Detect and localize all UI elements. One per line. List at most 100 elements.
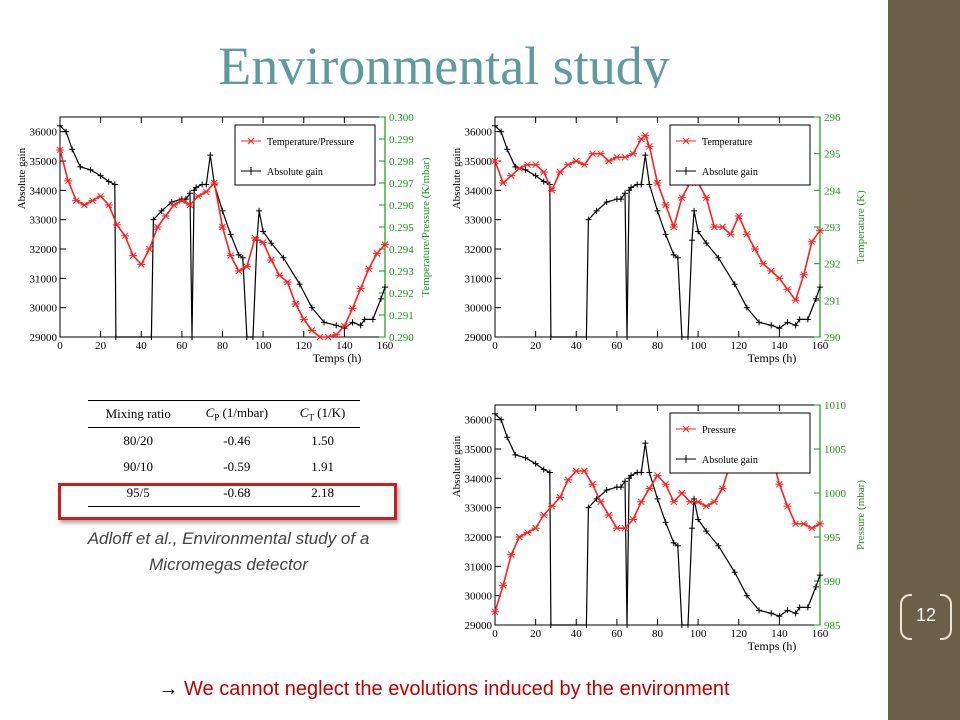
legend-box [234,124,376,186]
data-point-star [324,333,333,341]
legend-star [682,137,690,145]
data-point-cross [361,316,368,323]
data-point-star [491,157,499,165]
data-point-cross [768,322,775,329]
data-point-cross [532,460,539,467]
data-point-cross [776,613,783,620]
data-point-cross [193,184,200,191]
data-point-cross [321,319,328,326]
data-point-cross [504,146,511,153]
data-point-star [531,524,540,532]
data-point-star [612,524,621,532]
arrow-icon: → [158,678,179,700]
y-tick-label: 32000 [465,532,493,544]
data-point-cross [731,281,738,288]
data-point-cross [540,178,547,185]
data-point-star [275,272,284,279]
data-point-cross [227,231,234,238]
highlight-box [58,483,397,520]
data-point-star [742,230,751,238]
data-point-cross [678,622,685,628]
y2-tick-label: 985 [824,620,841,632]
x-tick-label: 20 [530,628,542,640]
data-point-cross [796,316,803,323]
data-point-star [507,551,516,558]
y2-tick-label: 0.297 [389,178,414,190]
data-point-star [807,238,816,246]
data-point-cross [256,207,263,214]
data-point-cross [111,181,118,188]
data-point-cross [731,569,738,576]
data-point-cross [784,607,791,614]
y2-tick-label: 0.294 [389,244,414,256]
data-point-star [372,250,381,257]
citation-caption: Adloff et al., Environmental study of a … [56,526,401,578]
data-point-cross [756,607,763,614]
data-point-star [702,194,711,202]
data-point-star [307,327,316,334]
data-point-star [799,271,808,279]
x-tick-label: 120 [731,628,748,640]
y2-tick-label: 0.293 [389,266,414,278]
data-point-star [807,524,816,532]
data-point-cross [585,504,592,511]
data-point-cross [585,216,592,223]
data-point-star [775,274,784,282]
table-header: CT (1/K) [285,400,360,428]
data-point-star [72,197,81,204]
legend-label: Absolute gain [267,167,323,178]
y-tick-label: 32000 [465,244,493,256]
data-point-cross [583,622,590,628]
y-tick-label: 33000 [30,215,58,227]
data-point-star [88,197,97,204]
data-point-cross [333,322,340,329]
data-point-star [653,179,662,187]
data-point-cross [691,207,698,214]
data-point-star [177,197,186,204]
y-axis-label: Absolute gain [451,435,463,497]
x-axis-label: Temps (h) [313,351,362,365]
y-tick-label: 32000 [30,244,58,256]
x-tick-label: 100 [690,340,707,352]
x-tick-label: 60 [611,628,623,640]
data-point-star [299,316,308,323]
y2-tick-label: 0.290 [389,332,414,344]
data-point-cross [547,334,554,340]
data-point-star [694,498,703,506]
y2-tick-label: 995 [824,532,841,544]
y-tick-label: 34000 [465,473,493,485]
data-point-cross [492,410,498,417]
data-point-star [242,263,251,270]
data-point-cross [239,254,246,261]
data-point-cross [583,334,590,340]
data-point-cross [662,519,669,526]
data-point-star [161,212,170,220]
x-tick-label: 0 [492,340,498,352]
data-point-cross [87,166,94,173]
data-point-star [686,498,694,506]
data-point-cross [756,319,763,326]
y2-axis-label: Temperature (K) [855,190,867,264]
data-point-star [621,524,629,532]
x-tick-label: 20 [530,340,542,352]
data-point-cross [622,190,628,197]
y-tick-label: 36000 [465,415,493,427]
table-cell: -0.59 [223,458,251,474]
data-point-star [251,234,259,242]
y2-tick-label: 0.300 [389,112,414,124]
x-tick-label: 160 [812,628,829,640]
data-point-cross [57,122,63,129]
data-point-star [515,164,524,172]
data-point-cross [512,451,519,458]
data-point-cross [642,152,649,159]
x-tick-label: 120 [731,340,748,352]
y2-tick-label: 0.296 [389,200,414,212]
data-point-cross [689,237,696,244]
data-point-star [572,467,581,475]
data-point-star [669,498,678,506]
data-point-cross [168,199,175,206]
y-axis-label: Absolute gain [451,147,463,209]
x-tick-label: 40 [571,628,583,640]
data-point-star [669,223,678,231]
data-point-cross [703,240,710,247]
